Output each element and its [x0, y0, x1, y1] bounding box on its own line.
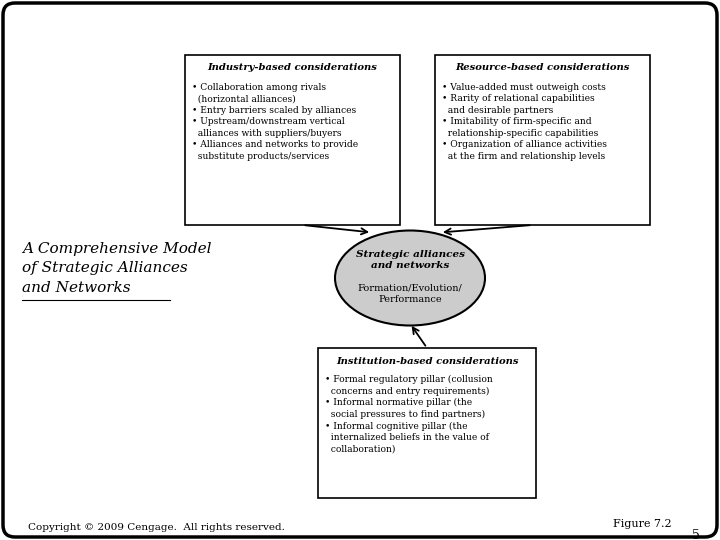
Text: • Formal regulatory pillar (collusion
  concerns and entry requirements)
• Infor: • Formal regulatory pillar (collusion co…: [325, 375, 492, 454]
Text: Formation/Evolution/
Performance: Formation/Evolution/ Performance: [358, 284, 462, 304]
Text: Industry-based considerations: Industry-based considerations: [207, 64, 377, 72]
Text: 5: 5: [692, 529, 700, 540]
FancyBboxPatch shape: [435, 55, 650, 225]
FancyBboxPatch shape: [185, 55, 400, 225]
Text: Institution-based considerations: Institution-based considerations: [336, 356, 518, 366]
Text: Strategic alliances
and networks: Strategic alliances and networks: [356, 250, 464, 270]
Ellipse shape: [335, 231, 485, 326]
FancyBboxPatch shape: [318, 348, 536, 498]
Text: A Comprehensive Model
of Strategic Alliances
and Networks: A Comprehensive Model of Strategic Allia…: [22, 241, 212, 294]
Text: Resource-based considerations: Resource-based considerations: [455, 64, 630, 72]
Text: • Value-added must outweigh costs
• Rarity of relational capabilities
  and desi: • Value-added must outweigh costs • Rari…: [442, 83, 607, 161]
FancyBboxPatch shape: [3, 3, 717, 537]
Text: • Collaboration among rivals
  (horizontal alliances)
• Entry barriers scaled by: • Collaboration among rivals (horizontal…: [192, 83, 358, 161]
Text: Copyright © 2009 Cengage.  All rights reserved.: Copyright © 2009 Cengage. All rights res…: [28, 523, 285, 532]
Text: Figure 7.2: Figure 7.2: [613, 519, 672, 529]
